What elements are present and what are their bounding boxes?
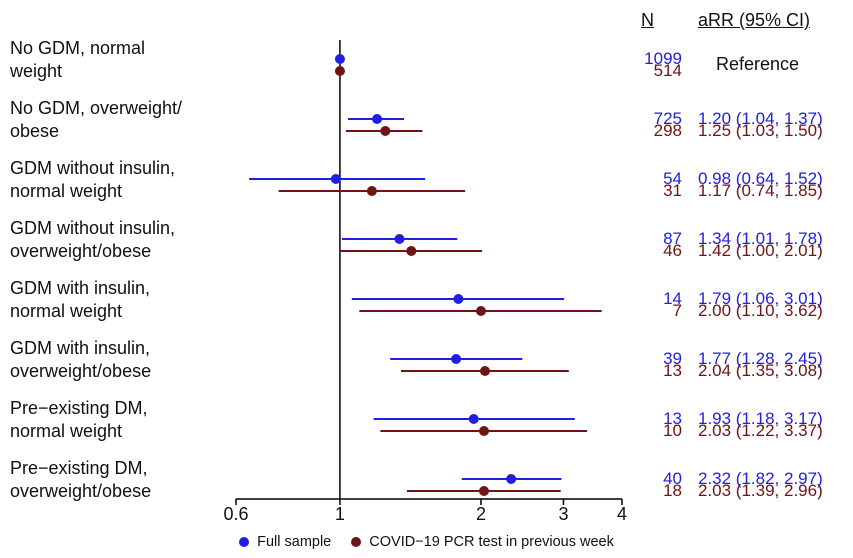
ci-text: 1.79 (1.06, 3.01)	[698, 289, 823, 308]
legend-marker-pcr-test	[351, 537, 362, 548]
point-estimate	[380, 126, 391, 136]
point-estimate	[479, 366, 490, 376]
n-value: 39	[663, 349, 682, 368]
category-label: GDM with insulin, overweight/obese	[10, 337, 225, 383]
n-value: 7	[672, 301, 682, 320]
ci-text: 1.17 (0.74, 1.85)	[698, 181, 823, 200]
point-estimate	[453, 294, 464, 304]
legend-label-pcr-test: COVID−19 PCR test in previous week	[369, 534, 614, 550]
ci-text: 2.04 (1.35, 3.08)	[698, 361, 823, 380]
category-label-line2: normal weight	[10, 181, 123, 201]
category-label-line2: weight	[10, 61, 63, 81]
point-estimate	[394, 234, 405, 244]
ci-text: 1.34 (1.01, 1.78)	[698, 229, 823, 248]
ci-text: 1.25 (1.03, 1.50)	[698, 121, 823, 140]
ci-text: 2.03 (1.22, 3.37)	[698, 421, 823, 440]
category-label-line1: GDM without insulin,	[10, 218, 176, 238]
point-estimate	[334, 54, 345, 64]
category-label-line1: Pre−existing DM,	[10, 458, 148, 478]
n-value: 46	[663, 241, 682, 260]
category-label-line1: GDM with insulin,	[10, 338, 151, 358]
point-estimate	[506, 474, 517, 484]
category-label: No GDM, normal weight	[10, 37, 225, 83]
category-label-line1: GDM without insulin,	[10, 158, 176, 178]
n-column-header: N	[641, 10, 654, 30]
category-label: GDM without insulin, normal weight	[10, 157, 225, 203]
point-estimate	[330, 174, 341, 184]
reference-label: Reference	[716, 54, 800, 74]
n-value: 13	[663, 409, 682, 428]
category-label-line2: overweight/obese	[10, 361, 152, 381]
point-estimate	[366, 186, 377, 196]
category-label-line2: overweight/obese	[10, 241, 152, 261]
x-tick-label-4: 4	[616, 504, 628, 524]
ci-text: 2.00 (1.10, 3.62)	[698, 301, 823, 320]
category-label-line1: No GDM, normal	[10, 38, 146, 58]
point-estimate	[451, 354, 462, 364]
category-label-line2: normal weight	[10, 301, 123, 321]
n-value: 10	[663, 421, 682, 440]
category-label-line1: Pre−existing DM,	[10, 398, 148, 418]
legend-item-pcr-test: COVID−19 PCR test in previous week	[351, 534, 614, 550]
point-estimate	[334, 66, 345, 76]
point-estimate	[468, 414, 479, 424]
n-value: 14	[663, 289, 682, 308]
legend-marker-full-sample	[239, 537, 250, 548]
legend-item-full-sample: Full sample	[239, 534, 335, 550]
x-tick-label-0: 0.6	[223, 504, 249, 524]
x-tick-label-2: 2	[475, 504, 486, 524]
category-label: GDM with insulin, normal weight	[10, 277, 225, 323]
ci-text: 2.03 (1.39, 2.96)	[698, 481, 823, 500]
x-tick-label-3: 3	[558, 504, 569, 524]
arr-column-header: aRR (95% CI)	[698, 10, 811, 30]
n-value: 514	[653, 61, 682, 80]
category-label: Pre−existing DM, normal weight	[10, 397, 225, 443]
ci-text: 2.32 (1.82, 2.97)	[698, 469, 823, 488]
n-value: 1099	[644, 49, 682, 68]
ci-text: 1.42 (1.00, 2.01)	[698, 241, 823, 260]
legend-label-full-sample: Full sample	[257, 534, 332, 550]
point-estimate	[478, 486, 489, 496]
category-label: Pre−existing DM, overweight/obese	[10, 457, 225, 503]
point-estimate	[475, 306, 486, 316]
category-label-line2: obese	[10, 121, 60, 141]
n-value: 18	[663, 481, 682, 500]
n-value: 40	[663, 469, 682, 488]
category-label-line2: overweight/obese	[10, 481, 152, 501]
ci-text: 0.98 (0.64, 1.52)	[698, 169, 823, 188]
n-value: 54	[663, 169, 682, 188]
n-value: 87	[663, 229, 682, 248]
point-estimate	[478, 426, 489, 436]
n-value: 31	[663, 181, 682, 200]
category-label: No GDM, overweight/obese	[10, 97, 225, 143]
ci-text: 1.77 (1.28, 2.45)	[698, 349, 823, 368]
ci-text: 1.93 (1.18, 3.17)	[698, 409, 823, 428]
x-tick-label-1: 1	[334, 504, 345, 524]
category-label-line2: normal weight	[10, 421, 123, 441]
point-estimate	[406, 246, 417, 256]
n-value: 725	[653, 109, 682, 128]
category-label-line1: GDM with insulin,	[10, 278, 151, 298]
ci-text: 1.20 (1.04, 1.37)	[698, 109, 823, 128]
point-estimate	[372, 114, 383, 124]
legend: Full sample COVID−19 PCR test in previou…	[0, 534, 853, 550]
n-value: 13	[663, 361, 682, 380]
category-label-line1: No GDM, overweight/	[10, 98, 183, 118]
category-label: GDM without insulin, overweight/obese	[10, 217, 225, 263]
n-value: 298	[653, 121, 682, 140]
